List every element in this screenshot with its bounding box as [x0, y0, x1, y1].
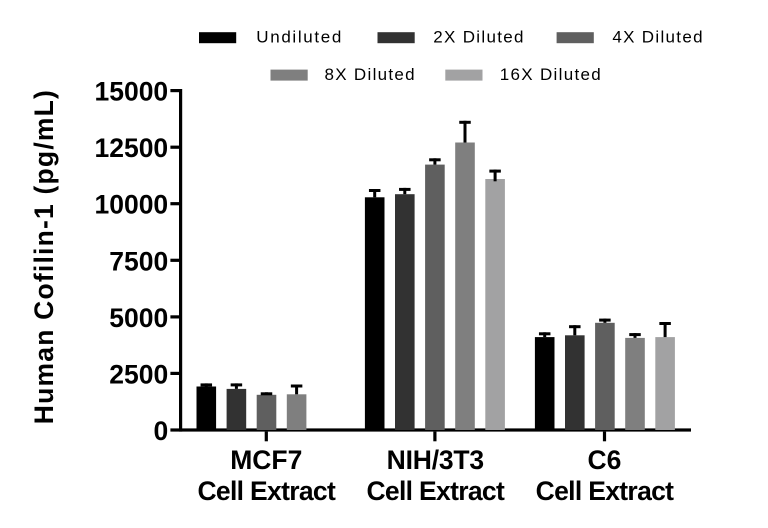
svg-text:Undiluted: Undiluted [256, 28, 343, 47]
svg-text:0: 0 [153, 416, 168, 446]
svg-text:2500: 2500 [109, 359, 168, 389]
svg-text:8X Diluted: 8X Diluted [325, 65, 416, 84]
svg-text:Cell Extract: Cell Extract [536, 476, 675, 506]
svg-text:7500: 7500 [109, 246, 168, 276]
svg-text:Cell Extract: Cell Extract [366, 476, 505, 506]
svg-text:Cell Extract: Cell Extract [197, 476, 336, 506]
svg-text:4X Diluted: 4X Diluted [612, 28, 703, 47]
svg-text:5000: 5000 [109, 303, 168, 333]
svg-text:2X Diluted: 2X Diluted [433, 28, 524, 47]
svg-text:12500: 12500 [94, 133, 168, 163]
svg-text:Human Cofilin-1 (pg/mL): Human Cofilin-1 (pg/mL) [29, 89, 59, 424]
svg-text:NIH/3T3: NIH/3T3 [387, 445, 484, 475]
svg-text:10000: 10000 [94, 190, 168, 220]
svg-text:C6: C6 [588, 445, 622, 475]
svg-text:16X Diluted: 16X Diluted [500, 65, 602, 84]
svg-text:15000: 15000 [94, 77, 168, 107]
svg-text:MCF7: MCF7 [230, 445, 302, 475]
